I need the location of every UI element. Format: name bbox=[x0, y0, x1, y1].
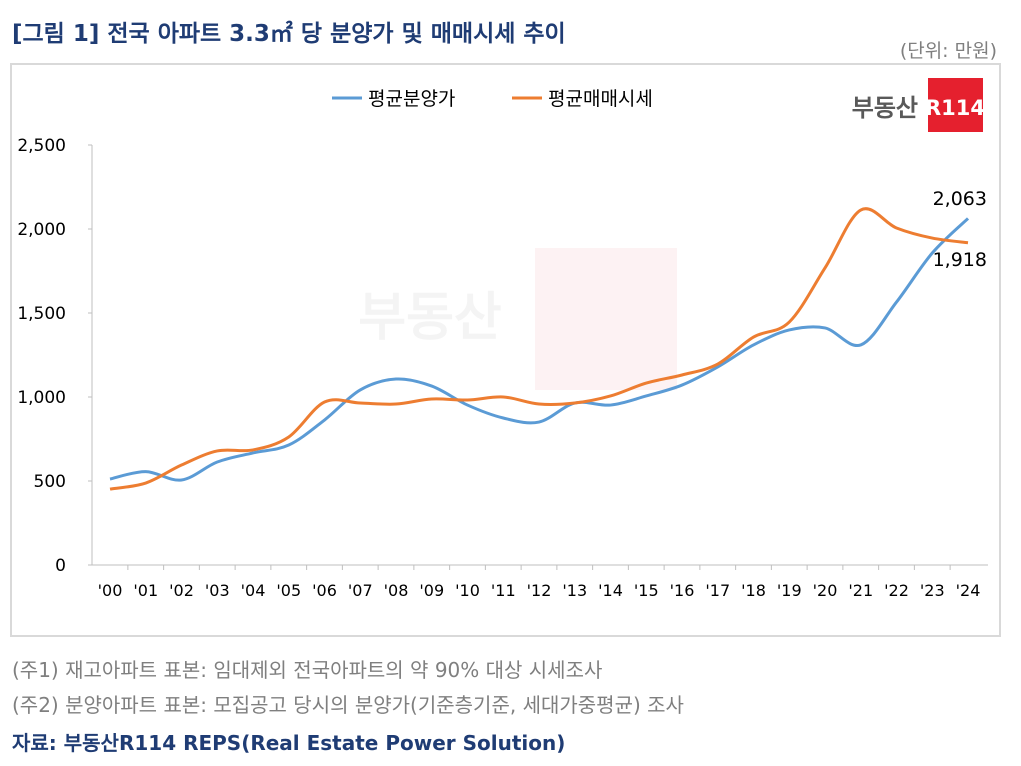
x-tick-label: '00 bbox=[98, 581, 123, 600]
x-tick-label: '24 bbox=[956, 581, 981, 600]
x-tick-label: '22 bbox=[884, 581, 909, 600]
data-label-market-price: 1,918 bbox=[933, 249, 987, 271]
y-tick-label: 2,000 bbox=[17, 220, 66, 240]
x-tick-label: '03 bbox=[205, 581, 230, 600]
figure-title: [그림 1] 전국 아파트 3.3㎡ 당 분양가 및 매매시세 추이 bbox=[12, 21, 566, 47]
watermark-text: 부동산 bbox=[358, 288, 502, 348]
x-tick-label: '01 bbox=[133, 581, 158, 600]
x-tick-label: '19 bbox=[777, 581, 802, 600]
legend-label-2: 평균매매시세 bbox=[548, 88, 653, 110]
footnote-2: (주2) 분양아파트 표본: 모집공고 당시의 분양가(기준층기준, 세대가중평… bbox=[12, 693, 684, 717]
y-tick-label: 1,000 bbox=[17, 388, 66, 408]
data-label-sale-price: 2,063 bbox=[933, 188, 987, 210]
x-tick-label: '13 bbox=[562, 581, 587, 600]
x-tick-label: '04 bbox=[241, 581, 266, 600]
source-note: 자료: 부동산R114 REPS(Real Estate Power Solut… bbox=[12, 731, 566, 755]
x-tick-label: '08 bbox=[384, 581, 409, 600]
x-tick-label: '05 bbox=[276, 581, 301, 600]
x-tick-label: '07 bbox=[348, 581, 373, 600]
y-tick-label: 1,500 bbox=[17, 304, 66, 324]
x-tick-label: '12 bbox=[527, 581, 552, 600]
x-tick-label: '20 bbox=[813, 581, 838, 600]
x-tick-label: '18 bbox=[741, 581, 766, 600]
series-line-2 bbox=[109, 207, 969, 491]
logo-badge bbox=[928, 78, 983, 132]
x-tick-label: '15 bbox=[634, 581, 659, 600]
series-line-1 bbox=[109, 217, 970, 482]
y-tick-label: 0 bbox=[55, 556, 66, 576]
x-tick-label: '23 bbox=[920, 581, 945, 600]
watermark-badge bbox=[535, 248, 677, 390]
logo-text: 부동산 bbox=[852, 94, 918, 122]
x-tick-label: '21 bbox=[848, 581, 873, 600]
unit-label: (단위: 만원) bbox=[899, 40, 997, 62]
x-tick-label: '14 bbox=[598, 581, 623, 600]
chart-frame bbox=[10, 63, 1001, 637]
x-tick-label: '02 bbox=[169, 581, 194, 600]
footnote-1: (주1) 재고아파트 표본: 임대제외 전국아파트의 약 90% 대상 시세조사 bbox=[12, 658, 603, 682]
x-tick-label: '10 bbox=[455, 581, 480, 600]
y-tick-label: 2,500 bbox=[17, 136, 66, 156]
y-tick-label: 500 bbox=[34, 472, 66, 492]
x-tick-label: '09 bbox=[419, 581, 444, 600]
x-tick-label: '11 bbox=[491, 581, 516, 600]
x-tick-label: '17 bbox=[705, 581, 730, 600]
logo-badge-text: R114 bbox=[925, 96, 985, 120]
x-tick-label: '16 bbox=[670, 581, 695, 600]
x-tick-label: '06 bbox=[312, 581, 337, 600]
legend-label-1: 평균분양가 bbox=[368, 88, 455, 110]
